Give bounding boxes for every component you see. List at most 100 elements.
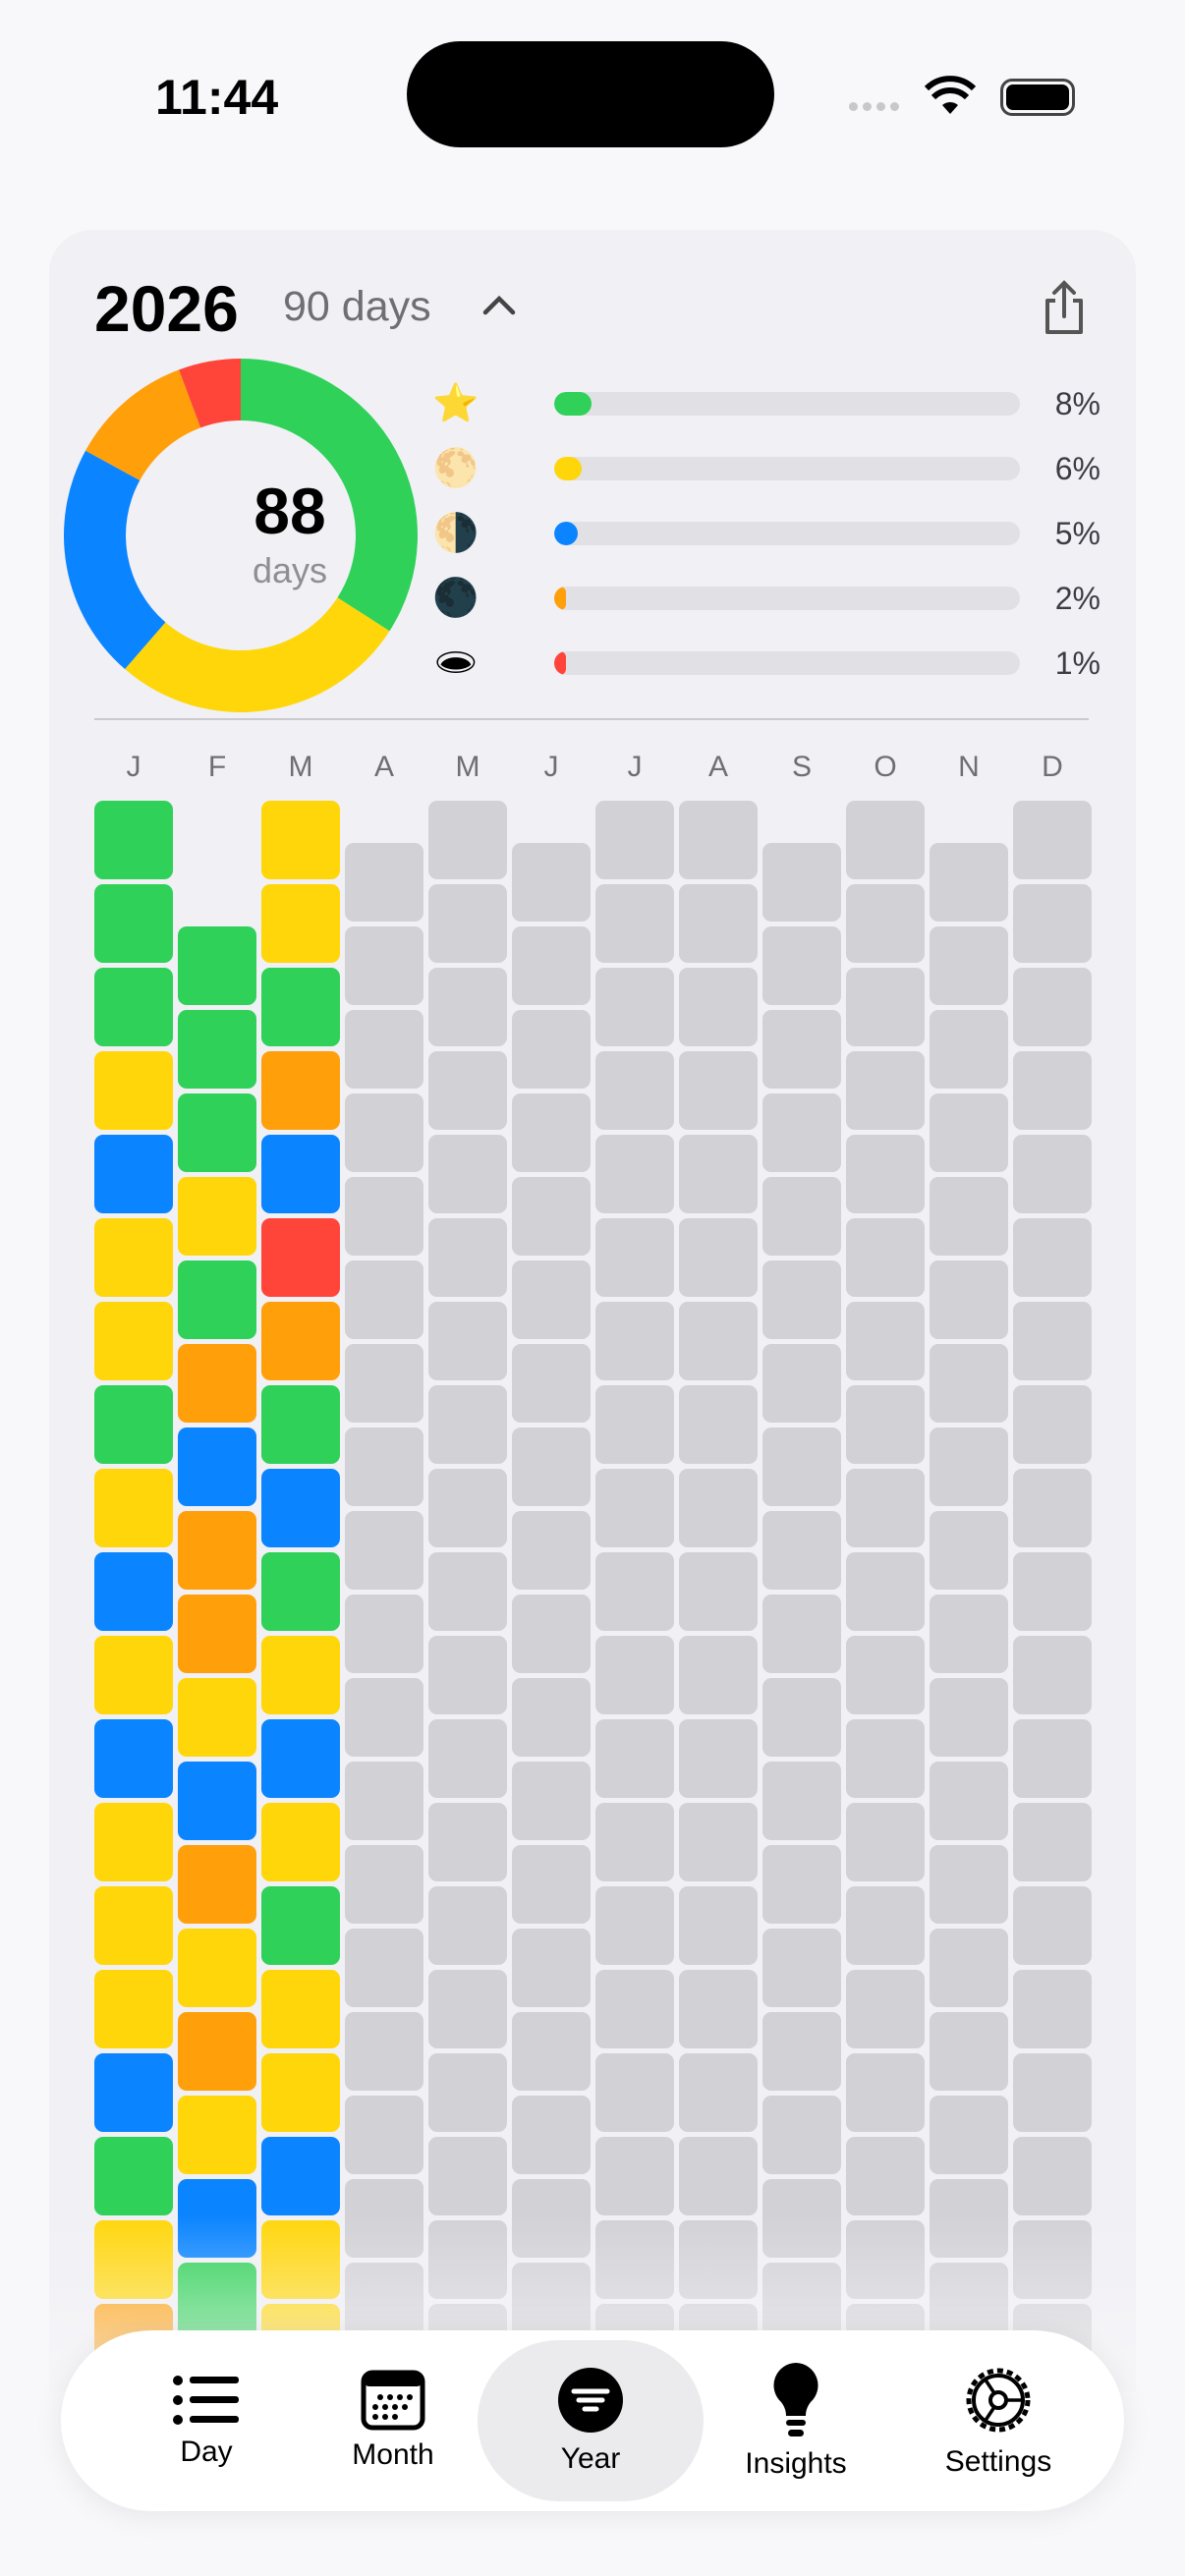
day-cell[interactable] — [512, 2095, 591, 2174]
day-cell[interactable] — [345, 1928, 423, 2007]
day-cell[interactable] — [178, 2011, 256, 2091]
day-cell[interactable] — [428, 1719, 507, 1798]
day-cell[interactable] — [679, 884, 758, 963]
day-cell[interactable] — [595, 1135, 674, 1213]
day-cell[interactable] — [512, 1677, 591, 1757]
day-cell[interactable] — [512, 1844, 591, 1924]
day-cell[interactable] — [846, 1719, 925, 1798]
day-cell[interactable] — [595, 1051, 674, 1130]
day-cell[interactable] — [762, 842, 841, 922]
tab-month[interactable]: Month — [295, 2340, 491, 2501]
day-cell[interactable] — [762, 925, 841, 1005]
day-cell[interactable] — [261, 1385, 340, 1464]
day-cell[interactable] — [762, 2011, 841, 2091]
day-cell[interactable] — [762, 1343, 841, 1423]
day-cell[interactable] — [94, 1970, 173, 2048]
day-cell[interactable] — [94, 2053, 173, 2132]
day-cell[interactable] — [512, 1176, 591, 1256]
day-cell[interactable] — [930, 925, 1008, 1005]
day-cell[interactable] — [94, 1135, 173, 1213]
day-cell[interactable] — [846, 1552, 925, 1631]
share-icon[interactable] — [1042, 279, 1087, 338]
day-cell[interactable] — [762, 1594, 841, 1673]
day-cell[interactable] — [345, 2011, 423, 2091]
day-cell[interactable] — [261, 801, 340, 879]
day-cell[interactable] — [261, 968, 340, 1046]
day-cell[interactable] — [595, 884, 674, 963]
day-cell[interactable] — [846, 1385, 925, 1464]
day-cell[interactable] — [1013, 1051, 1092, 1130]
day-cell[interactable] — [94, 1051, 173, 1130]
day-cell[interactable] — [345, 842, 423, 922]
day-cell[interactable] — [345, 1594, 423, 1673]
day-cell[interactable] — [762, 1260, 841, 1339]
day-cell[interactable] — [1013, 968, 1092, 1046]
day-cell[interactable] — [930, 1510, 1008, 1590]
day-cell[interactable] — [930, 1427, 1008, 1506]
day-cell[interactable] — [679, 1218, 758, 1297]
day-cell[interactable] — [261, 1636, 340, 1714]
day-cell[interactable] — [345, 1510, 423, 1590]
day-cell[interactable] — [512, 1427, 591, 1506]
day-cell[interactable] — [261, 884, 340, 963]
day-cell[interactable] — [345, 1761, 423, 1840]
day-cell[interactable] — [345, 925, 423, 1005]
day-cell[interactable] — [595, 1636, 674, 1714]
day-cell[interactable] — [595, 2053, 674, 2132]
day-cell[interactable] — [512, 1092, 591, 1172]
day-cell[interactable] — [261, 1970, 340, 2048]
day-cell[interactable] — [94, 1469, 173, 1547]
day-cell[interactable] — [679, 2137, 758, 2215]
day-cell[interactable] — [512, 925, 591, 1005]
day-cell[interactable] — [679, 801, 758, 879]
day-cell[interactable] — [595, 1719, 674, 1798]
day-cell[interactable] — [428, 1636, 507, 1714]
day-cell[interactable] — [261, 2053, 340, 2132]
day-cell[interactable] — [930, 1092, 1008, 1172]
day-cell[interactable] — [1013, 1135, 1092, 1213]
day-cell[interactable] — [512, 1594, 591, 1673]
day-cell[interactable] — [178, 1260, 256, 1339]
day-cell[interactable] — [428, 884, 507, 963]
day-cell[interactable] — [595, 1970, 674, 2048]
day-cell[interactable] — [345, 1677, 423, 1757]
day-cell[interactable] — [345, 1343, 423, 1423]
day-cell[interactable] — [762, 1009, 841, 1089]
day-cell[interactable] — [178, 1343, 256, 1423]
day-cell[interactable] — [846, 1135, 925, 1213]
day-cell[interactable] — [595, 1886, 674, 1965]
day-cell[interactable] — [595, 1552, 674, 1631]
day-cell[interactable] — [679, 968, 758, 1046]
day-cell[interactable] — [846, 1302, 925, 1380]
day-cell[interactable] — [345, 1092, 423, 1172]
day-cell[interactable] — [512, 1761, 591, 1840]
day-cell[interactable] — [595, 1385, 674, 1464]
day-cell[interactable] — [846, 1051, 925, 1130]
day-cell[interactable] — [679, 2053, 758, 2132]
day-cell[interactable] — [1013, 1385, 1092, 1464]
day-cell[interactable] — [178, 1761, 256, 1840]
chevron-up-icon[interactable] — [480, 289, 519, 318]
day-cell[interactable] — [1013, 1552, 1092, 1631]
day-cell[interactable] — [428, 1469, 507, 1547]
day-cell[interactable] — [94, 1385, 173, 1464]
day-cell[interactable] — [261, 1552, 340, 1631]
tab-year[interactable]: Year — [478, 2340, 704, 2501]
day-cell[interactable] — [178, 1677, 256, 1757]
day-cell[interactable] — [846, 2053, 925, 2132]
day-cell[interactable] — [428, 1803, 507, 1881]
day-cell[interactable] — [679, 1051, 758, 1130]
day-cell[interactable] — [930, 1009, 1008, 1089]
day-cell[interactable] — [345, 2095, 423, 2174]
day-cell[interactable] — [94, 801, 173, 879]
day-cell[interactable] — [762, 2095, 841, 2174]
day-cell[interactable] — [930, 1343, 1008, 1423]
day-cell[interactable] — [679, 1469, 758, 1547]
day-cell[interactable] — [512, 842, 591, 922]
day-cell[interactable] — [762, 1510, 841, 1590]
day-cell[interactable] — [679, 1636, 758, 1714]
day-cell[interactable] — [512, 1343, 591, 1423]
day-cell[interactable] — [1013, 1886, 1092, 1965]
day-cell[interactable] — [428, 1385, 507, 1464]
day-cell[interactable] — [1013, 2053, 1092, 2132]
